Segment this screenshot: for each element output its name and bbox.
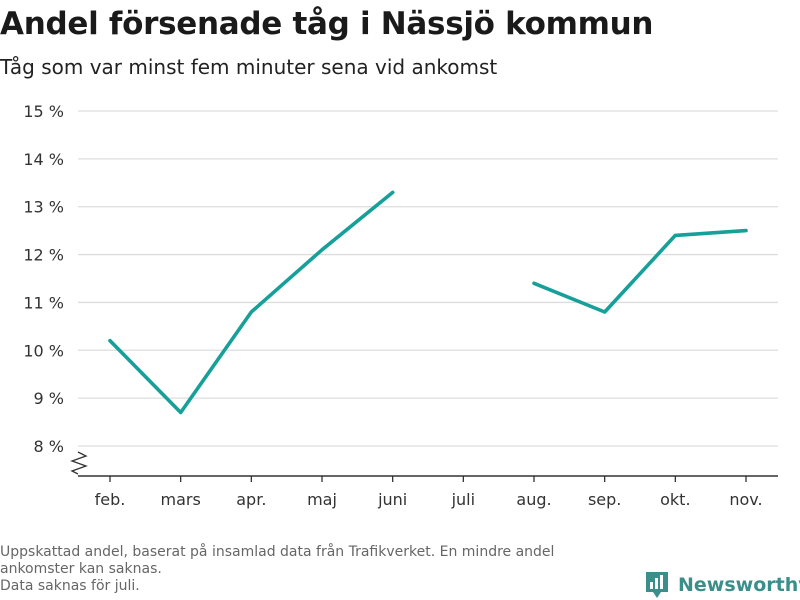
y-tick-label: 14 % bbox=[23, 150, 64, 169]
chart-subtitle: Tåg som var minst fem minuter sena vid a… bbox=[0, 55, 498, 79]
brand: Newsworthy bbox=[644, 570, 800, 600]
series-line bbox=[108, 190, 395, 415]
x-tick-label: okt. bbox=[660, 490, 690, 509]
axis-break-icon bbox=[70, 451, 88, 475]
y-tick-label: 12 % bbox=[23, 246, 64, 265]
x-tick-label: aug. bbox=[516, 490, 551, 509]
y-tick-label: 13 % bbox=[23, 198, 64, 217]
x-tick-label: feb. bbox=[95, 490, 126, 509]
y-tick-label: 15 % bbox=[23, 102, 64, 121]
x-tick-label: nov. bbox=[729, 490, 762, 509]
y-tick-label: 9 % bbox=[34, 389, 64, 408]
x-tick-label: juni bbox=[377, 490, 407, 509]
chart-title: Andel försenade tåg i Nässjö kommun bbox=[0, 6, 654, 42]
y-tick-label: 8 % bbox=[34, 437, 64, 456]
brand-name: Newsworthy bbox=[678, 574, 800, 596]
x-tick-label: mars bbox=[161, 490, 201, 509]
series-line bbox=[532, 228, 748, 314]
x-tick-label: maj bbox=[307, 490, 337, 509]
footnote-missing: Data saknas för juli. bbox=[0, 578, 140, 594]
footnote: Uppskattad andel, baserat på insamlad da… bbox=[0, 544, 630, 595]
y-tick-label: 11 % bbox=[23, 293, 64, 312]
x-tick-label: juli bbox=[451, 490, 475, 509]
x-tick-label: sep. bbox=[588, 490, 621, 509]
footnote-method: Uppskattad andel, baserat på insamlad da… bbox=[0, 544, 555, 577]
x-tick-label: apr. bbox=[236, 490, 266, 509]
line-chart: 8 % 9 % 10 % 11 % 12 % 13 % 14 % 15 % feb. mars ap… bbox=[23, 102, 778, 509]
newsworthy-logo-icon bbox=[646, 572, 668, 598]
y-tick-label: 10 % bbox=[23, 341, 64, 360]
